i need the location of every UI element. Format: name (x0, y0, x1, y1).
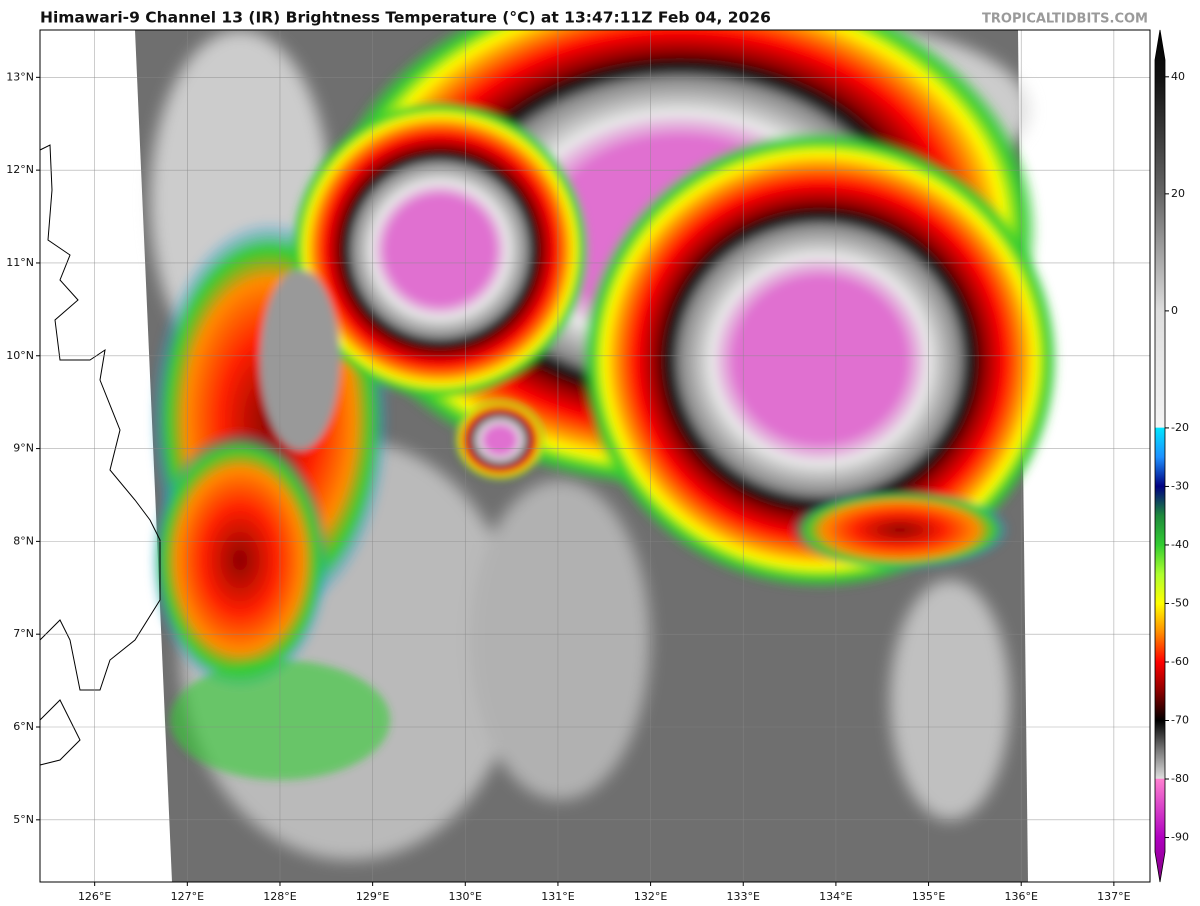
map-frame (39, 29, 1151, 883)
lat-label: 6°N (13, 720, 34, 733)
lon-label: 137°E (1097, 890, 1130, 903)
lat-label: 11°N (6, 256, 34, 269)
lon-label: 135°E (912, 890, 945, 903)
colorbar-label: -60 (1171, 655, 1189, 668)
colorbar-label: 20 (1171, 187, 1185, 200)
colorbar-label: -50 (1171, 596, 1189, 609)
lat-label: 8°N (13, 534, 34, 547)
lon-label: 131°E (541, 890, 574, 903)
colorbar-label: -30 (1171, 479, 1189, 492)
lon-label: 128°E (263, 890, 296, 903)
lon-label: 132°E (634, 890, 667, 903)
credit: TROPICALTIDBITS.COM (982, 12, 1148, 27)
imagery (40, 30, 1150, 882)
grid: 126°E 127°E 128°E 129°E 130°E 131°E 132°E 133°E… (6, 30, 1150, 903)
lon-label: 130°E (449, 890, 482, 903)
colorbar-label: -90 (1171, 831, 1189, 844)
lon-label: 136°E (1004, 890, 1037, 903)
colorbar-label: -20 (1171, 421, 1189, 434)
colorbar-label: 40 (1171, 70, 1185, 83)
colorbar: 40 20 0 -20 -30 -40 -50 -60 -70 -80 -90 (1154, 29, 1189, 883)
colorbar-label: -70 (1171, 713, 1189, 726)
lon-label: 126°E (78, 890, 111, 903)
lat-label: 13°N (6, 70, 34, 83)
lon-label: 129°E (356, 890, 389, 903)
lon-label: 127°E (171, 890, 204, 903)
lat-label: 7°N (13, 627, 34, 640)
colorbar-label: -40 (1171, 538, 1189, 551)
title: Himawari-9 Channel 13 (IR) Brightness Te… (40, 9, 771, 27)
lat-label: 5°N (13, 813, 34, 826)
coastline (39, 144, 161, 766)
lon-label: 133°E (727, 890, 760, 903)
lat-label: 9°N (13, 442, 34, 455)
lon-label: 134°E (819, 890, 852, 903)
colorbar-label: -80 (1171, 772, 1189, 785)
lat-label: 12°N (6, 163, 34, 176)
colorbar-body (1154, 29, 1166, 883)
colorbar-label: 0 (1171, 304, 1178, 317)
lat-label: 10°N (6, 349, 34, 362)
